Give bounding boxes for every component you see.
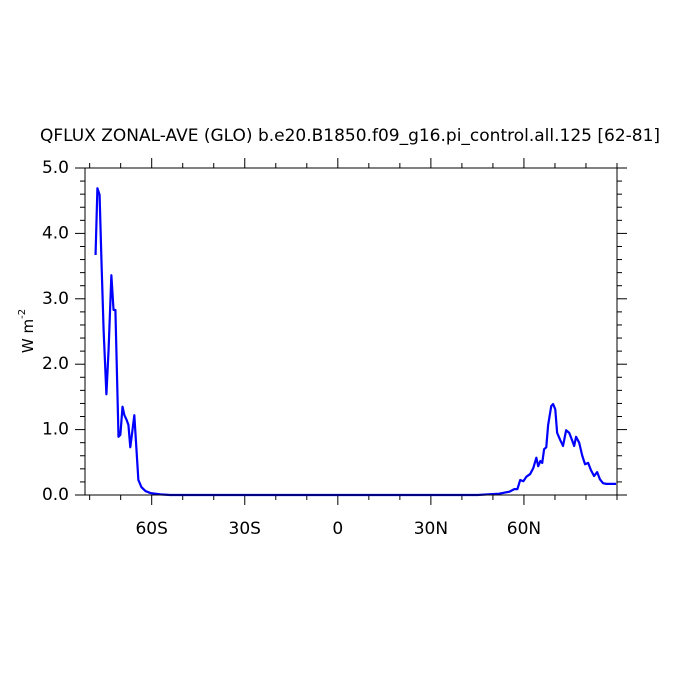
y-axis-label-superscript: -2 [17,309,28,319]
chart-title: QFLUX ZONAL-AVE (GLO) b.e20.B1850.f09_g1… [40,126,660,146]
y-tick-label: 1.0 [42,420,69,440]
x-tick-label: 30S [229,519,261,539]
y-tick-label: 3.0 [42,289,69,309]
y-axis-label-main: W m [19,319,37,353]
x-tick-label: 60S [135,519,167,539]
y-tick-label: 5.0 [42,158,69,178]
y-axis-label: W m-2 [17,309,37,353]
y-tick-label: 2.0 [42,354,69,374]
y-tick-label: 4.0 [42,223,69,243]
plot-frame [84,167,618,496]
data-line [94,187,617,497]
y-tick-label: 0.0 [42,485,69,505]
x-tick-label: 30N [414,519,448,539]
x-tick-label: 60N [507,519,541,539]
x-tick-label: 0 [332,519,343,539]
